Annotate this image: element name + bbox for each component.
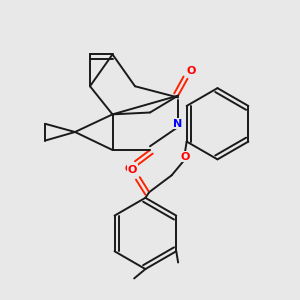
Text: O: O [128, 165, 137, 175]
Text: O: O [180, 152, 190, 162]
Text: O: O [187, 66, 196, 76]
Text: N: N [173, 119, 183, 129]
Text: O: O [125, 164, 134, 174]
